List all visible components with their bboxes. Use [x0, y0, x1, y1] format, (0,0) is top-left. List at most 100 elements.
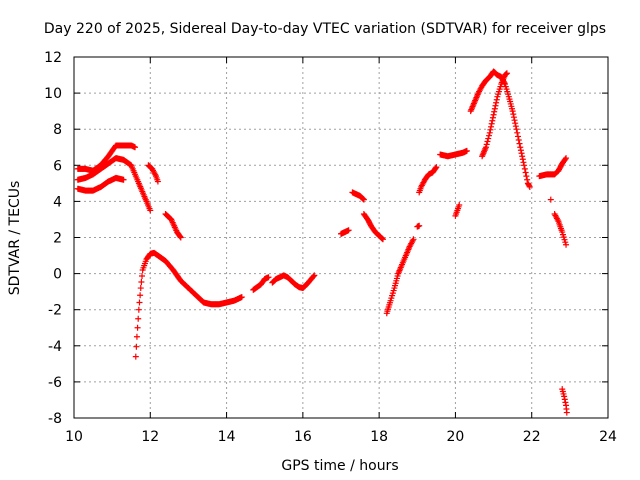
data-point [265, 274, 272, 281]
y-tick-label: -2 [48, 303, 62, 319]
data-point [120, 176, 127, 183]
data-point [132, 353, 139, 360]
data-point [177, 233, 184, 240]
data-point [416, 222, 423, 229]
data-point [510, 114, 517, 121]
data-point [502, 71, 509, 78]
data-point [519, 153, 526, 160]
data-point [138, 279, 145, 286]
data-point [510, 111, 517, 118]
data-point [517, 144, 524, 151]
data-point [485, 132, 492, 139]
data-point [311, 272, 318, 279]
y-tick-label: 12 [44, 50, 62, 66]
data-point [345, 227, 352, 234]
data-point [484, 138, 491, 145]
series-arc-12 [416, 164, 440, 196]
data-point [562, 156, 569, 163]
x-tick-label: 10 [65, 429, 83, 445]
data-point [483, 141, 490, 148]
series-arc-13 [437, 147, 470, 160]
data-point [563, 241, 570, 248]
series-arc-6 [269, 272, 318, 292]
data-point [562, 399, 569, 406]
data-point [410, 236, 417, 243]
data-point [432, 165, 439, 172]
data-point [526, 182, 533, 189]
plot-frame [73, 56, 609, 419]
data-points [74, 68, 570, 416]
y-tick-label: 0 [53, 267, 62, 283]
data-point [359, 195, 366, 202]
y-tick-label: -4 [48, 339, 62, 355]
data-point [563, 155, 570, 162]
data-point [517, 147, 524, 154]
data-point [561, 393, 568, 400]
data-point [360, 196, 367, 203]
data-point [492, 102, 499, 109]
series-arc-2 [145, 162, 161, 185]
x-tick-label: 16 [294, 429, 312, 445]
data-point [134, 324, 141, 331]
data-point [488, 123, 495, 130]
data-point [491, 105, 498, 112]
data-point [135, 315, 142, 322]
series-arc-20 [559, 386, 570, 416]
data-point [147, 207, 154, 214]
data-point [514, 129, 521, 136]
data-point [135, 306, 142, 313]
y-tick-label: -8 [48, 411, 62, 427]
data-point [490, 111, 497, 118]
data-point [521, 162, 528, 169]
data-point [238, 294, 245, 301]
data-point [378, 235, 385, 242]
y-tick-label: 8 [53, 122, 62, 138]
series-arc-7 [338, 227, 352, 237]
data-point [137, 285, 144, 292]
x-tick-label: 18 [370, 429, 388, 445]
data-point [516, 140, 523, 147]
series-arc-1-lower [74, 174, 127, 194]
data-point [136, 299, 143, 306]
data-point [456, 202, 463, 209]
y-tick-label: 6 [53, 158, 62, 174]
data-point [488, 120, 495, 127]
data-point [486, 129, 493, 136]
data-point [493, 96, 500, 103]
data-point [503, 70, 510, 77]
data-point [493, 99, 500, 106]
y-tick-label: -6 [48, 375, 62, 391]
data-point [512, 120, 519, 127]
x-tick-label: 12 [141, 429, 159, 445]
x-tick-label: 20 [447, 429, 465, 445]
data-point [132, 144, 139, 151]
series-arc-9 [360, 211, 386, 243]
series-arc-4 [132, 249, 245, 360]
data-point [487, 126, 494, 133]
data-point [139, 273, 146, 280]
data-point [520, 159, 527, 166]
series-arc-1-middle [74, 155, 154, 214]
data-point [491, 108, 498, 115]
data-point [482, 144, 489, 151]
data-point [489, 117, 496, 124]
y-tick-label: 10 [44, 86, 62, 102]
data-point [489, 114, 496, 121]
y-tick-label: 2 [53, 231, 62, 247]
data-point [154, 178, 161, 185]
series-arc-10 [383, 236, 417, 317]
data-point [519, 156, 526, 163]
data-point [485, 135, 492, 142]
series-arc-17 [536, 155, 570, 180]
data-point [379, 236, 386, 243]
data-point [513, 126, 520, 133]
data-point [522, 169, 529, 176]
data-point [310, 273, 317, 280]
series-arc-5 [250, 274, 272, 293]
x-axis-label: GPS time / hours [281, 458, 398, 474]
series-arc-3 [162, 211, 184, 241]
series-arc-14 [452, 202, 463, 219]
data-point [561, 396, 568, 403]
data-point [514, 133, 521, 140]
